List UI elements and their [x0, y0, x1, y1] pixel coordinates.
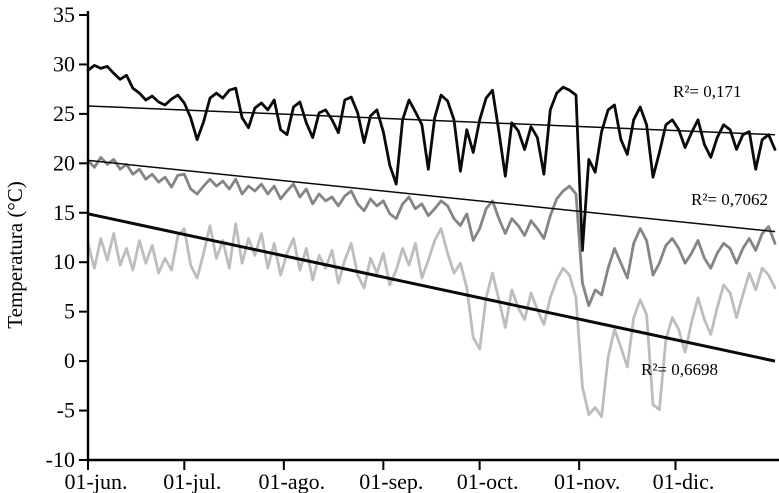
y-tick-label: 35: [53, 2, 75, 27]
x-tick-label: 01-dic.: [653, 469, 715, 493]
series-line-temperatura-media: [86, 155, 777, 308]
x-tick-label: 01-nov.: [554, 469, 620, 493]
y-tick-label: 25: [53, 101, 75, 126]
series-line-temperatura-maxima: [86, 64, 777, 252]
y-tick-label: -10: [46, 447, 75, 472]
trend-line-temperatura-minima: [87, 212, 776, 363]
y-tick-label: 20: [53, 150, 75, 175]
r2-annotation-temperatura-media: R²= 0,7062: [691, 190, 768, 209]
y-tick-label: 5: [64, 299, 75, 324]
trend-line-temperatura-maxima: [87, 105, 776, 136]
y-tick-label: -5: [57, 398, 75, 423]
r2-annotation-temperatura-maxima: R²= 0,171: [673, 82, 742, 101]
x-tick-label: 01-jul.: [163, 469, 221, 493]
x-tick-label: 01-sep.: [359, 469, 423, 493]
x-tick-label: 01-oct.: [457, 469, 519, 493]
r2-annotation-temperatura-minima: R²= 0,6698: [641, 360, 718, 379]
y-tick-label: 0: [64, 348, 75, 373]
y-axis-title: Temperatura (°C): [3, 181, 27, 328]
series-line-temperatura-minima: [86, 222, 777, 418]
y-tick-label: 30: [53, 51, 75, 76]
y-tick-label: 15: [53, 200, 75, 225]
y-tick-label: 10: [53, 249, 75, 274]
x-tick-label: 01-jun.: [65, 469, 128, 493]
trend-line-temperatura-media: [87, 159, 776, 233]
x-tick-label: 01-ago.: [259, 469, 326, 493]
